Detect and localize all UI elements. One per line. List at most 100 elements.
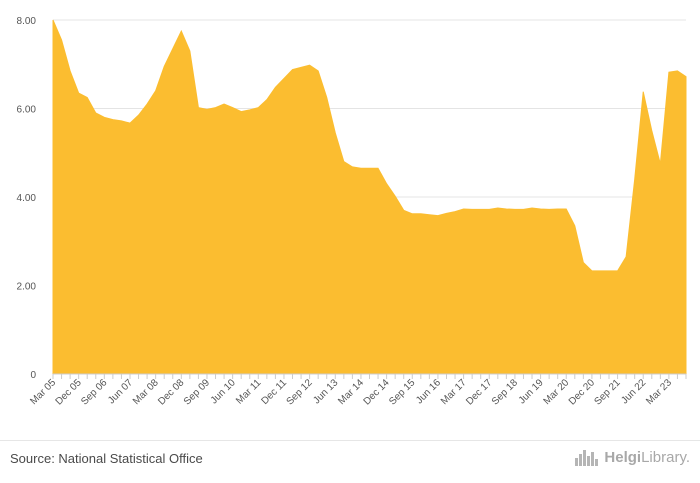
y-tick-label: 2.00	[17, 282, 37, 293]
data-point[interactable]	[222, 102, 227, 107]
data-point[interactable]	[358, 166, 363, 171]
data-point[interactable]	[658, 161, 663, 166]
data-point[interactable]	[110, 117, 115, 122]
x-tick-label: Sep 09	[182, 377, 212, 407]
data-point[interactable]	[239, 109, 244, 114]
data-point[interactable]	[324, 95, 329, 100]
data-point[interactable]	[470, 207, 475, 212]
data-point[interactable]	[179, 29, 184, 34]
x-tick-label: Sep 06	[79, 377, 109, 407]
data-point[interactable]	[316, 68, 321, 73]
data-point[interactable]	[119, 118, 124, 123]
data-point[interactable]	[598, 268, 603, 273]
data-point[interactable]	[290, 67, 295, 72]
data-point[interactable]	[581, 260, 586, 265]
data-point[interactable]	[204, 107, 209, 112]
data-point[interactable]	[145, 102, 150, 107]
data-point[interactable]	[281, 76, 286, 81]
data-point[interactable]	[512, 207, 517, 212]
data-point[interactable]	[384, 181, 389, 186]
data-point[interactable]	[59, 37, 64, 42]
data-point[interactable]	[572, 223, 577, 228]
data-point[interactable]	[264, 97, 269, 102]
data-point[interactable]	[393, 194, 398, 199]
data-point[interactable]	[495, 206, 500, 211]
footer-divider	[0, 440, 700, 441]
data-point[interactable]	[564, 206, 569, 211]
x-tick-label: Mar 08	[131, 377, 161, 407]
data-point[interactable]	[350, 164, 355, 169]
data-point[interactable]	[68, 68, 73, 73]
data-point[interactable]	[589, 268, 594, 273]
data-point[interactable]	[435, 213, 440, 218]
x-tick-label: Jun 13	[311, 377, 340, 406]
data-point[interactable]	[376, 166, 381, 171]
data-point[interactable]	[307, 63, 312, 68]
data-point[interactable]	[93, 110, 98, 115]
data-point[interactable]	[684, 74, 689, 79]
helgi-library-logo[interactable]: HelgiLibrary.	[574, 448, 690, 466]
x-tick-label: Sep 18	[490, 377, 520, 407]
x-tick-label: Mar 14	[336, 377, 366, 407]
data-point[interactable]	[76, 91, 81, 96]
data-point[interactable]	[247, 107, 252, 112]
data-point[interactable]	[213, 105, 218, 110]
data-point[interactable]	[401, 208, 406, 213]
data-point[interactable]	[453, 209, 458, 214]
data-point[interactable]	[187, 48, 192, 53]
data-point[interactable]	[530, 206, 535, 211]
data-point[interactable]	[521, 207, 526, 212]
data-point[interactable]	[153, 88, 158, 93]
data-point[interactable]	[632, 177, 637, 182]
data-point[interactable]	[196, 105, 201, 110]
x-tick-label: Jun 22	[619, 377, 648, 406]
data-point[interactable]	[410, 211, 415, 216]
y-tick-label: 0	[30, 370, 36, 381]
data-point[interactable]	[649, 128, 654, 133]
data-point[interactable]	[607, 268, 612, 273]
data-point[interactable]	[230, 105, 235, 110]
x-tick-label: Sep 12	[285, 377, 315, 407]
data-point[interactable]	[273, 85, 278, 90]
data-point[interactable]	[487, 207, 492, 212]
data-point[interactable]	[478, 207, 483, 212]
data-point[interactable]	[85, 95, 90, 100]
y-axis-tick-labels: 0 2.00 4.00 6.00 8.00	[17, 16, 37, 381]
data-point[interactable]	[367, 166, 372, 171]
data-point[interactable]	[127, 121, 132, 126]
data-point[interactable]	[547, 207, 552, 212]
x-tick-label: Jun 10	[209, 377, 238, 406]
data-point[interactable]	[299, 65, 304, 70]
city-skyline-icon	[575, 450, 599, 466]
x-tick-label: Jun 16	[414, 377, 443, 406]
x-tick-label: Dec 05	[54, 377, 84, 407]
data-point[interactable]	[427, 212, 432, 217]
data-point[interactable]	[641, 89, 646, 94]
data-point[interactable]	[461, 206, 466, 211]
data-point[interactable]	[162, 64, 167, 69]
x-tick-label: Mar 23	[644, 377, 674, 407]
data-point[interactable]	[504, 206, 509, 211]
x-axis	[52, 373, 687, 379]
data-point[interactable]	[418, 211, 423, 216]
data-point[interactable]	[136, 113, 141, 118]
data-point[interactable]	[624, 254, 629, 259]
data-point[interactable]	[444, 211, 449, 216]
brand-name-strong: Helgi	[604, 448, 642, 466]
data-point[interactable]	[555, 206, 560, 211]
area-fill	[52, 19, 687, 375]
data-point[interactable]	[256, 105, 261, 110]
data-point[interactable]	[538, 206, 543, 211]
x-tick-label: Jun 19	[517, 377, 546, 406]
data-point[interactable]	[333, 130, 338, 135]
data-point[interactable]	[341, 159, 346, 164]
data-point[interactable]	[170, 46, 175, 51]
data-point[interactable]	[615, 268, 620, 273]
y-tick-label: 8.00	[17, 16, 37, 27]
data-point[interactable]	[666, 70, 671, 75]
data-point[interactable]	[102, 115, 107, 120]
data-point[interactable]	[675, 68, 680, 73]
data-point[interactable]	[51, 18, 56, 23]
x-tick-label: Mar 17	[439, 377, 469, 407]
